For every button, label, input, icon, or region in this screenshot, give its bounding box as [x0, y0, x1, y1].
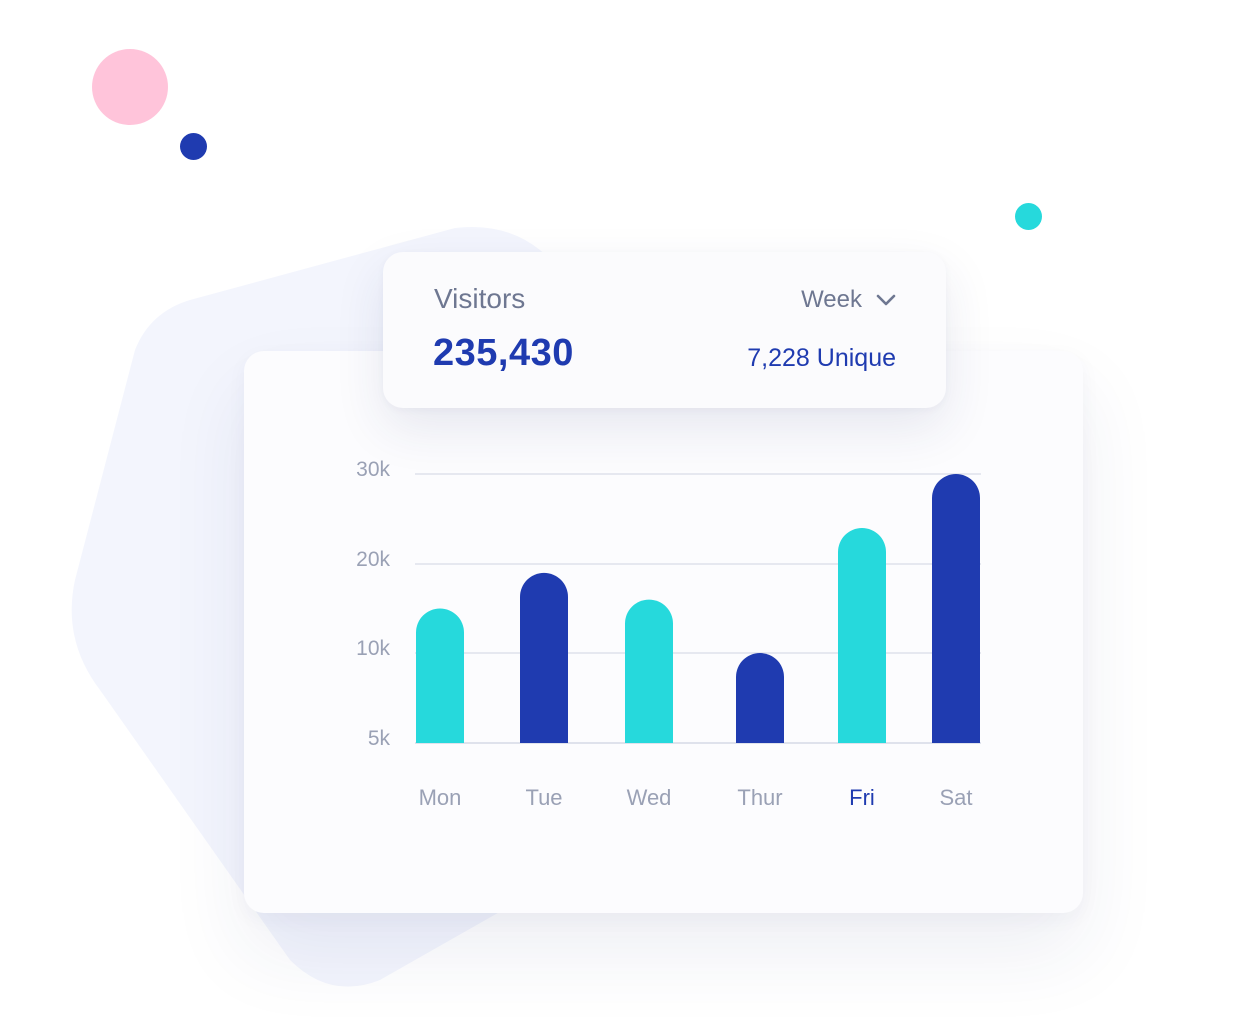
x-tick-label-tue: Tue — [525, 785, 562, 810]
x-tick-label-fri: Fri — [849, 785, 875, 810]
visitors-title: Visitors — [434, 283, 526, 314]
chevron-down-icon — [876, 294, 896, 306]
teal-dot — [1015, 203, 1042, 230]
x-tick-label-mon: Mon — [419, 785, 462, 810]
bar-sat — [932, 474, 980, 743]
x-tick-label-sat: Sat — [939, 785, 972, 810]
bar-thur — [736, 653, 784, 743]
y-axis-ticks: 5k 10k 20k 30k — [356, 458, 390, 750]
y-tick-label: 20k — [356, 548, 390, 571]
bars — [416, 474, 980, 743]
chart-card: 5k 10k 20k 30k Mon Tue Wed Thur Fri Sat — [244, 351, 1083, 913]
bar-chart: 5k 10k 20k 30k Mon Tue Wed Thur Fri Sat — [356, 458, 981, 810]
bar-fri — [838, 528, 886, 743]
period-dropdown[interactable]: Week — [801, 286, 896, 314]
pink-dot — [92, 49, 168, 125]
x-tick-label-thur: Thur — [737, 785, 782, 810]
unique-visitors: 7,228 Unique — [747, 344, 896, 372]
y-tick-label: 10k — [356, 637, 390, 660]
bar-wed — [625, 599, 673, 743]
y-tick-label: 5k — [368, 727, 391, 750]
bar-mon — [416, 608, 464, 743]
period-label: Week — [801, 286, 862, 313]
grid-lines — [415, 473, 981, 744]
visitors-summary-card: Visitors 235,430 Week 7,228 Unique — [383, 252, 946, 408]
bar-tue — [520, 572, 568, 743]
y-tick-label: 30k — [356, 458, 390, 481]
visitors-total: 235,430 — [433, 332, 574, 374]
x-axis-ticks: Mon Tue Wed Thur Fri Sat — [419, 785, 973, 810]
x-tick-label-wed: Wed — [627, 785, 672, 810]
navy-dot — [180, 133, 207, 160]
